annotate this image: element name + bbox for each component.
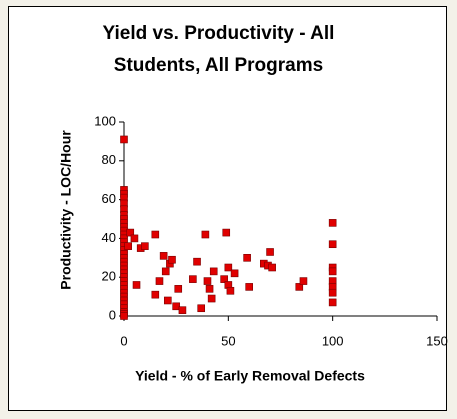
point [328,288,337,297]
point [220,275,228,283]
title-box: Yield vs. Productivity - All Students, A… [0,18,437,82]
point [203,277,212,285]
point [209,267,218,276]
point [120,312,128,320]
point [299,277,308,285]
point [155,277,164,285]
point [161,267,170,276]
point [132,281,141,289]
point [205,285,214,293]
x-axis-label: Yield - % of Early Removal Defects [135,368,365,384]
point [178,306,187,314]
point [189,275,197,283]
point [226,286,235,295]
point [193,257,201,266]
point [159,252,168,260]
point [230,269,239,278]
point [124,242,132,250]
x-tick-label: 150 [426,333,448,348]
point [328,298,337,307]
x-tick-label: 100 [322,333,344,348]
point [174,285,183,293]
point [126,228,135,237]
point [266,248,274,256]
point [141,242,149,250]
y-tick-label: 20 [102,269,116,284]
point [151,290,160,299]
point [120,135,128,144]
point [328,267,337,276]
point [130,234,139,243]
point [328,219,337,227]
point [151,230,160,239]
chart-title: Yield vs. Productivity - All Students, A… [102,23,335,76]
point [172,302,180,311]
x-tick-label: 0 [120,333,127,348]
y-tick-label: 80 [102,152,116,167]
y-tick-label: 40 [102,230,116,245]
point [168,255,176,264]
point [197,304,206,313]
point [295,283,304,291]
y-tick-label: 60 [102,191,116,206]
point [224,263,233,272]
chart-frame [8,6,447,411]
point [245,283,253,291]
y-axis-label: Productivity - LOC/Hour [58,130,74,290]
point [201,230,210,239]
x-tick-label: 50 [221,333,235,348]
y-tick-label: 100 [94,113,116,128]
point [268,263,276,272]
point [222,228,231,237]
point [207,294,216,303]
y-tick-label: 0 [109,307,116,322]
point [164,296,172,305]
point [328,240,337,249]
point [243,254,251,262]
